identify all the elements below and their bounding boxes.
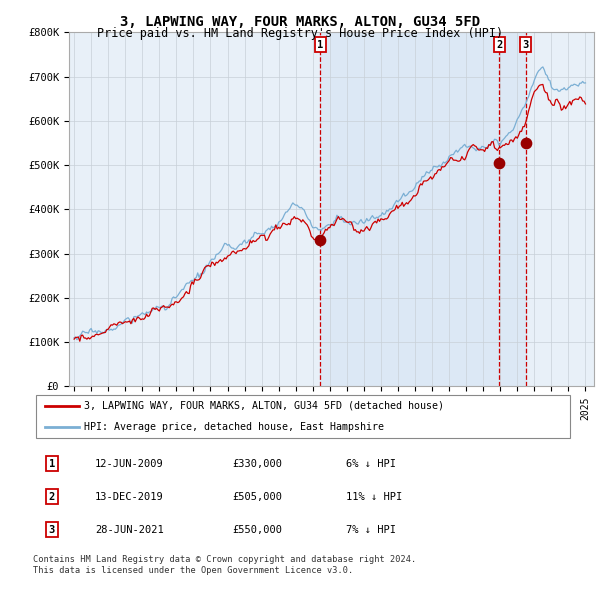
Text: This data is licensed under the Open Government Licence v3.0.: This data is licensed under the Open Gov… <box>33 566 353 575</box>
Text: £330,000: £330,000 <box>233 458 283 468</box>
Text: 13-DEC-2019: 13-DEC-2019 <box>95 491 164 502</box>
Text: 12-JUN-2009: 12-JUN-2009 <box>95 458 164 468</box>
Text: Contains HM Land Registry data © Crown copyright and database right 2024.: Contains HM Land Registry data © Crown c… <box>33 555 416 563</box>
Point <box>521 139 530 148</box>
Text: 11% ↓ HPI: 11% ↓ HPI <box>346 491 403 502</box>
Text: 3, LAPWING WAY, FOUR MARKS, ALTON, GU34 5FD: 3, LAPWING WAY, FOUR MARKS, ALTON, GU34 … <box>120 15 480 29</box>
Text: £505,000: £505,000 <box>233 491 283 502</box>
Text: 3: 3 <box>49 525 55 535</box>
Text: £550,000: £550,000 <box>233 525 283 535</box>
Text: 2: 2 <box>49 491 55 502</box>
Point <box>316 236 325 245</box>
Text: 3, LAPWING WAY, FOUR MARKS, ALTON, GU34 5FD (detached house): 3, LAPWING WAY, FOUR MARKS, ALTON, GU34 … <box>84 401 444 411</box>
Point <box>494 158 504 168</box>
Text: 1: 1 <box>317 40 323 50</box>
Text: 28-JUN-2021: 28-JUN-2021 <box>95 525 164 535</box>
Bar <box>320 32 526 386</box>
Text: 1: 1 <box>49 458 55 468</box>
Text: 2: 2 <box>496 40 503 50</box>
Text: HPI: Average price, detached house, East Hampshire: HPI: Average price, detached house, East… <box>84 422 385 432</box>
Text: 7% ↓ HPI: 7% ↓ HPI <box>346 525 396 535</box>
Text: 6% ↓ HPI: 6% ↓ HPI <box>346 458 396 468</box>
Text: 3: 3 <box>523 40 529 50</box>
Text: Price paid vs. HM Land Registry's House Price Index (HPI): Price paid vs. HM Land Registry's House … <box>97 27 503 40</box>
